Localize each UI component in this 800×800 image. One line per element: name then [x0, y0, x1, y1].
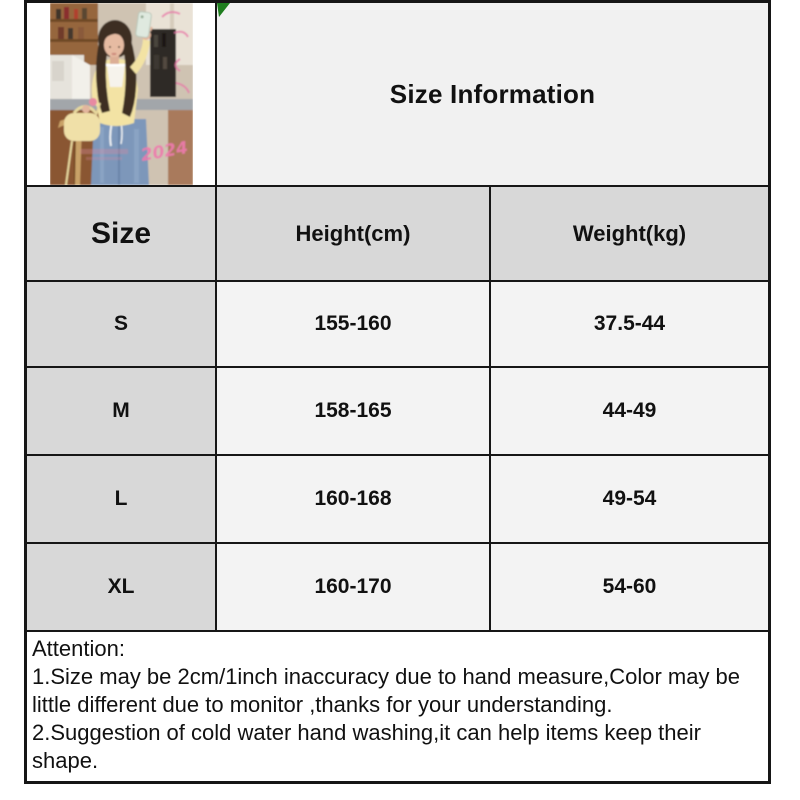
attention-item: 2.Suggestion of cold water hand washing,…: [32, 720, 701, 773]
table-row: XL 160-170 54-60: [27, 544, 768, 632]
size-cell: S: [27, 282, 217, 366]
size-cell: M: [27, 368, 217, 454]
size-cell: XL: [27, 544, 217, 630]
table-row: S 155-160 37.5-44: [27, 282, 768, 368]
weight-cell: 44-49: [491, 368, 768, 454]
weight-cell: 54-60: [491, 544, 768, 630]
height-cell: 160-170: [217, 544, 491, 630]
table-row: M 158-165 44-49: [27, 368, 768, 456]
column-header-weight: Weight(kg): [491, 187, 768, 280]
size-sheet: 2024 Size Information Size Height(cm) We…: [24, 0, 771, 784]
table-row: L 160-168 49-54: [27, 456, 768, 544]
product-photo: 2024: [49, 3, 193, 185]
attention-section: Attention: 1.Size may be 2cm/1inch inacc…: [27, 632, 768, 781]
photo-cell: 2024: [27, 3, 217, 185]
phone: [134, 11, 152, 38]
column-header-size: Size: [27, 187, 217, 280]
weight-cell: 37.5-44: [491, 282, 768, 366]
attention-title: Attention:: [32, 636, 125, 661]
page-title: Size Information: [389, 78, 596, 109]
mirror-scribbles: [160, 11, 190, 94]
header-row: 2024 Size Information: [27, 3, 768, 187]
table-header-row: Size Height(cm) Weight(kg): [27, 187, 768, 282]
column-header-height: Height(cm): [217, 187, 491, 280]
brand-watermark: [79, 149, 128, 160]
title-cell: Size Information: [217, 3, 768, 185]
corner-marker-icon: [217, 3, 230, 17]
handbag: [63, 113, 100, 141]
pink-scrunchie: [88, 98, 97, 106]
attention-item: 1.Size may be 2cm/1inch inaccuracy due t…: [32, 664, 741, 717]
face: [103, 33, 124, 57]
height-cell: 155-160: [217, 282, 491, 366]
weight-cell: 49-54: [491, 456, 768, 542]
attention-text-block: Attention: 1.Size may be 2cm/1inch inacc…: [27, 632, 768, 781]
size-cell: L: [27, 456, 217, 542]
height-cell: 158-165: [217, 368, 491, 454]
height-cell: 160-168: [217, 456, 491, 542]
